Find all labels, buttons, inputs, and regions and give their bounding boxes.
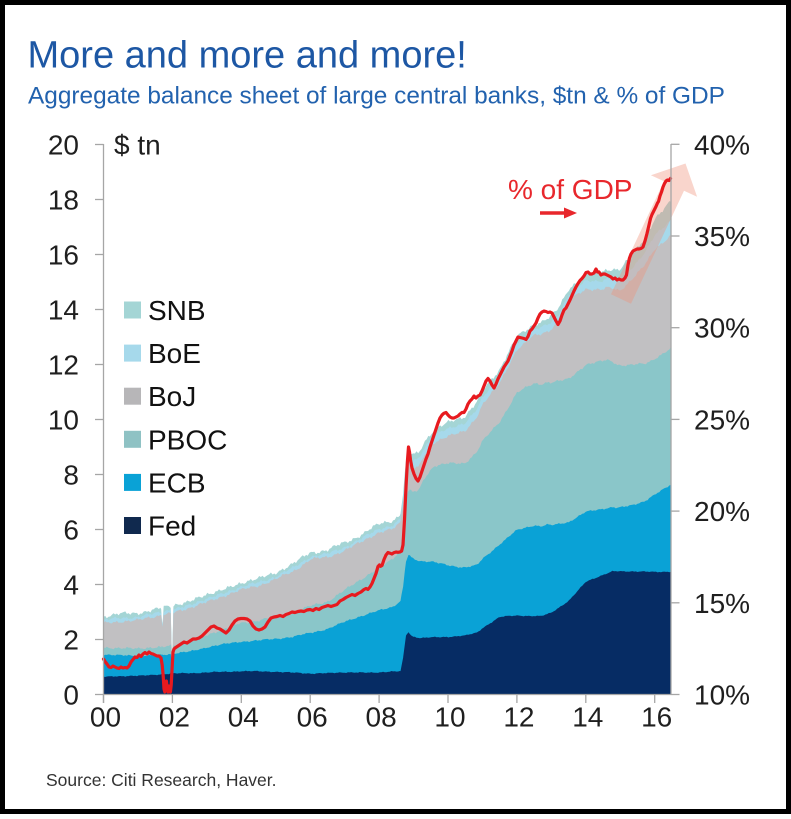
- svg-text:02: 02: [159, 702, 190, 733]
- svg-text:8: 8: [63, 460, 79, 491]
- svg-text:6: 6: [63, 515, 79, 546]
- svg-text:06: 06: [297, 702, 328, 733]
- svg-text:Fed: Fed: [148, 511, 196, 542]
- svg-text:Aggregate balance sheet of lar: Aggregate balance sheet of large central…: [28, 83, 725, 110]
- svg-text:15%: 15%: [694, 588, 750, 619]
- svg-text:12: 12: [503, 702, 534, 733]
- svg-text:10%: 10%: [694, 680, 750, 711]
- svg-text:Source: Citi Research, Haver.: Source: Citi Research, Haver.: [46, 770, 277, 790]
- svg-text:% of GDP: % of GDP: [508, 174, 632, 205]
- svg-text:More and more and more!: More and more and more!: [28, 35, 467, 77]
- svg-text:2: 2: [63, 625, 79, 656]
- svg-text:20: 20: [48, 130, 79, 161]
- svg-text:14: 14: [48, 295, 79, 326]
- svg-text:PBOC: PBOC: [148, 424, 227, 455]
- svg-text:4: 4: [63, 570, 79, 601]
- svg-text:SNB: SNB: [148, 295, 206, 326]
- svg-text:0: 0: [63, 680, 79, 711]
- svg-text:08: 08: [366, 702, 397, 733]
- svg-text:25%: 25%: [694, 404, 750, 435]
- svg-text:$ tn: $ tn: [114, 130, 161, 161]
- svg-text:10: 10: [434, 702, 465, 733]
- svg-text:ECB: ECB: [148, 467, 206, 498]
- svg-text:16: 16: [48, 240, 79, 271]
- svg-text:40%: 40%: [694, 129, 750, 160]
- svg-text:35%: 35%: [694, 221, 750, 252]
- svg-text:BoE: BoE: [148, 338, 201, 369]
- svg-text:00: 00: [90, 702, 121, 733]
- svg-text:BoJ: BoJ: [148, 381, 196, 412]
- svg-text:16: 16: [641, 702, 672, 733]
- svg-text:18: 18: [48, 185, 79, 216]
- svg-text:12: 12: [48, 350, 79, 381]
- svg-text:04: 04: [228, 702, 259, 733]
- svg-text:20%: 20%: [694, 496, 750, 527]
- svg-text:10: 10: [48, 405, 79, 436]
- svg-text:14: 14: [572, 702, 603, 733]
- svg-text:30%: 30%: [694, 313, 750, 344]
